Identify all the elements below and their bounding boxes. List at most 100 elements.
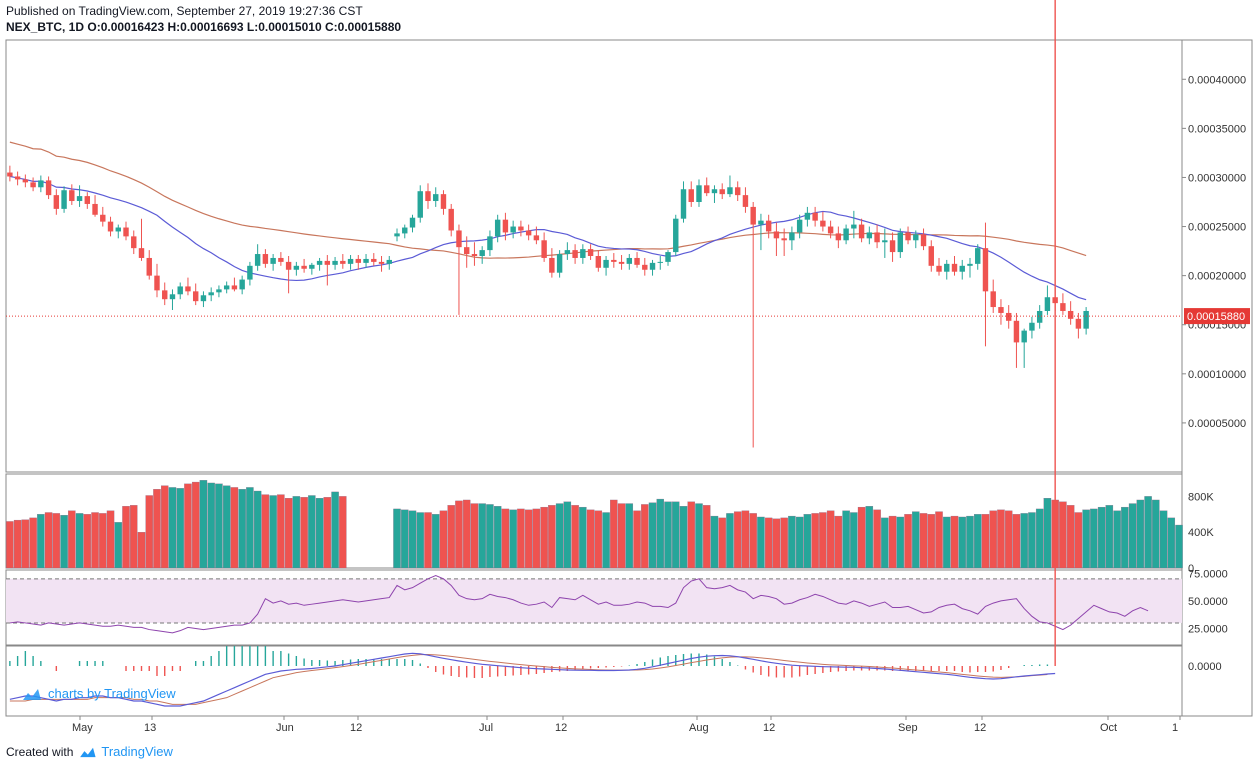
candle-body (897, 232, 904, 253)
candle-body (758, 220, 764, 225)
volume-bar (478, 503, 486, 569)
volume-bar (269, 495, 277, 569)
time-axis-tick-label: 13 (144, 722, 156, 734)
candle-body (634, 257, 640, 265)
volume-bar (52, 513, 61, 569)
volume-bar (91, 512, 99, 569)
candle-body (216, 289, 222, 293)
volume-bar (1097, 506, 1106, 569)
candle-body (14, 176, 21, 180)
candle-body (843, 228, 849, 241)
created-with-label: Created with (6, 744, 74, 759)
volume-bar (641, 504, 649, 569)
volume-bar (579, 506, 587, 569)
candle-body (239, 279, 245, 290)
volume-bar (1128, 503, 1137, 569)
candle-body (316, 260, 323, 265)
volume-bar (989, 510, 997, 569)
volume-bar (44, 512, 53, 569)
high-value: 0.00016693 (180, 20, 244, 34)
volume-bar (470, 503, 479, 569)
candle-body (812, 212, 818, 221)
candle-body (959, 265, 965, 272)
candle-body (657, 261, 663, 263)
candle-body (386, 259, 392, 264)
candle-body (796, 219, 803, 233)
ohlc-header: NEX_BTC, 1D O:0.00016423 H:0.00016693 L:… (6, 20, 401, 34)
volume-bar (726, 513, 734, 569)
volume-bar (6, 521, 14, 569)
candle-body (115, 227, 121, 232)
symbol-label: NEX_BTC, 1D (6, 20, 85, 34)
volume-bar (68, 510, 76, 569)
candle-body (982, 248, 989, 292)
moving-average-short-line (9, 175, 1087, 301)
volume-bar (532, 508, 541, 569)
candle-body (742, 195, 749, 207)
volume-bar (981, 514, 990, 569)
candle-body (494, 219, 501, 237)
volume-bar (199, 480, 208, 569)
candle-body (433, 194, 439, 202)
volume-bar (563, 501, 572, 569)
candle-body (851, 224, 857, 229)
rsi-axis-tick-label: 50.0000 (1188, 596, 1228, 608)
candle-body (518, 226, 524, 231)
candle-body (1075, 318, 1082, 329)
candle-body (107, 221, 114, 232)
candle-body (254, 254, 261, 266)
volume-bar (1144, 496, 1152, 569)
candle-body (789, 232, 795, 241)
candle-body (231, 285, 238, 290)
candle-body (882, 240, 888, 243)
candle-body (363, 258, 369, 263)
candle-body (1005, 312, 1012, 321)
candle-body (889, 240, 896, 253)
candle-body (603, 259, 609, 268)
candle-body (378, 261, 385, 264)
volume-axis-tick-label: 0 (1188, 563, 1194, 575)
volume-bar (857, 506, 866, 569)
candle-body (1083, 310, 1089, 329)
volume-bar (230, 487, 239, 569)
volume-bar (1152, 499, 1160, 569)
time-axis-tick-label: 12 (555, 722, 567, 734)
candle-body (448, 208, 454, 231)
volume-bar (176, 488, 184, 569)
candle-body (7, 172, 13, 177)
rsi-band (6, 578, 1182, 623)
candle-body (920, 234, 927, 247)
candle-body (355, 258, 362, 263)
candle-body (1044, 297, 1051, 311)
volume-bar (130, 505, 138, 569)
volume-bar (1004, 510, 1013, 569)
volume-bar (1028, 512, 1036, 569)
volume-bar (819, 512, 827, 569)
time-axis-tick-label: Jul (479, 722, 493, 734)
candle-body (649, 262, 656, 270)
volume-bar (60, 515, 68, 569)
last-price-label: 0.00015880 (1187, 311, 1245, 323)
volume-bar (455, 500, 463, 569)
candle-body (711, 189, 718, 194)
volume-bar (501, 508, 510, 569)
volume-axis-tick-label: 800K (1188, 491, 1214, 503)
footer: Created with TradingView (6, 744, 173, 759)
volume-bar (277, 494, 285, 569)
candle-body (76, 196, 83, 202)
candle-body (340, 260, 346, 264)
candle-body (402, 227, 408, 234)
macd-axis-tick-label: 0.0000 (1188, 661, 1222, 673)
volume-bar (393, 508, 401, 569)
candle-body (92, 203, 98, 215)
tradingview-brand[interactable]: TradingView (101, 744, 173, 759)
volume-bar (462, 499, 471, 569)
candle-body (580, 249, 586, 258)
candle-body (22, 179, 29, 183)
tradingview-watermark: charts by TradingView (20, 686, 176, 701)
volume-bar (703, 505, 711, 569)
candle-body (131, 236, 137, 249)
candle-body (278, 257, 284, 262)
volume-bar (323, 497, 332, 569)
